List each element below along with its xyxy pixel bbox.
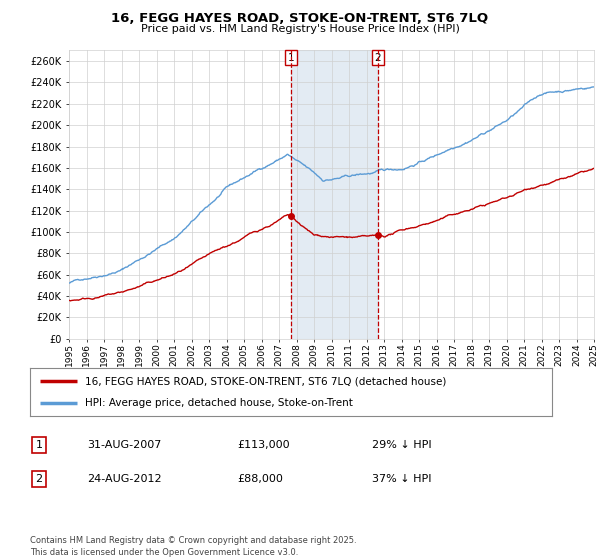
Text: 16, FEGG HAYES ROAD, STOKE-ON-TRENT, ST6 7LQ (detached house): 16, FEGG HAYES ROAD, STOKE-ON-TRENT, ST6… bbox=[85, 376, 446, 386]
Text: 2: 2 bbox=[374, 53, 381, 63]
Text: £88,000: £88,000 bbox=[237, 474, 283, 484]
Text: 1: 1 bbox=[35, 440, 43, 450]
Text: 16, FEGG HAYES ROAD, STOKE-ON-TRENT, ST6 7LQ: 16, FEGG HAYES ROAD, STOKE-ON-TRENT, ST6… bbox=[112, 12, 488, 25]
Text: 31-AUG-2007: 31-AUG-2007 bbox=[87, 440, 161, 450]
Text: 29% ↓ HPI: 29% ↓ HPI bbox=[372, 440, 431, 450]
Text: 24-AUG-2012: 24-AUG-2012 bbox=[87, 474, 161, 484]
Text: 37% ↓ HPI: 37% ↓ HPI bbox=[372, 474, 431, 484]
Text: 2: 2 bbox=[35, 474, 43, 484]
Text: Contains HM Land Registry data © Crown copyright and database right 2025.
This d: Contains HM Land Registry data © Crown c… bbox=[30, 536, 356, 557]
Text: £113,000: £113,000 bbox=[237, 440, 290, 450]
Bar bbox=[290, 50, 378, 339]
Text: Price paid vs. HM Land Registry's House Price Index (HPI): Price paid vs. HM Land Registry's House … bbox=[140, 24, 460, 34]
Text: 1: 1 bbox=[287, 53, 294, 63]
Text: HPI: Average price, detached house, Stoke-on-Trent: HPI: Average price, detached house, Stok… bbox=[85, 398, 353, 408]
